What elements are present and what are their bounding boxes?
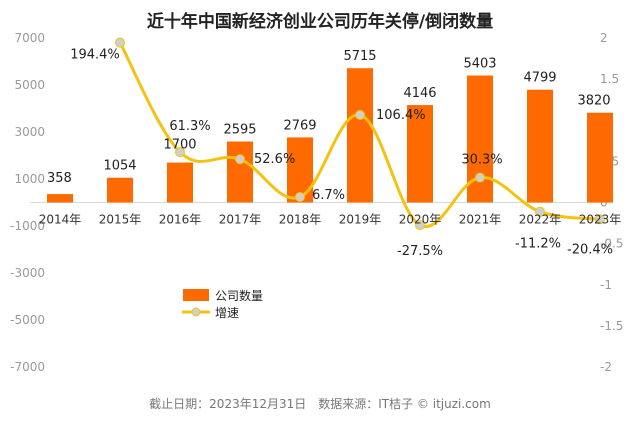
left-axis-tick-label: -5000 (10, 313, 45, 327)
bar (407, 105, 433, 203)
growth-value-label: 30.3% (461, 153, 502, 168)
bar-value-label: 1700 (163, 137, 196, 152)
x-axis-tick-label: 2017年 (219, 213, 262, 227)
bar-value-label: 358 (47, 171, 72, 186)
legend: 公司数量 增速 (182, 288, 263, 320)
bar-value-label: 4799 (523, 71, 556, 86)
growth-value-label: -11.2% (515, 237, 561, 252)
x-axis-tick-label: 2015年 (99, 213, 142, 227)
right-axis-tick-label: 1.5 (600, 72, 619, 86)
growth-value-label: 61.3% (169, 119, 210, 134)
growth-marker (415, 220, 425, 231)
footer-source: 截止日期：2023年12月31日 数据来源：IT桔子 © itjuzi.com (149, 396, 491, 411)
bar-value-label: 5403 (463, 57, 496, 72)
bar (587, 112, 613, 203)
legend-bar-swatch (183, 289, 209, 301)
bar (527, 89, 553, 203)
x-axis-tick-label: 2021年 (459, 213, 502, 227)
x-axis: 2014年 2015年 2016年 2017年 2018年 2019年 2020年 2021年… (39, 213, 622, 227)
left-axis-tick-label: -1000 (10, 219, 45, 233)
bar-value-label: 2769 (283, 118, 316, 133)
growth-marker (295, 191, 305, 202)
growth-marker (355, 109, 365, 120)
bar (167, 162, 193, 203)
data-labels: 358 1054 1700 2595 2769 5715 4146 5403 4799 3820 1… (47, 48, 613, 260)
bar (227, 141, 253, 203)
x-axis-tick-label: 2019年 (339, 213, 382, 227)
growth-value-label: 52.6% (254, 152, 295, 167)
bar (107, 177, 133, 203)
legend-line-marker (191, 307, 201, 317)
legend-bar-label: 公司数量 (215, 288, 263, 303)
x-axis-tick-label: 2020年 (399, 213, 442, 227)
growth-value-label: 106.4% (376, 108, 426, 123)
bar (347, 68, 373, 203)
right-axis-tick-label: -0.5 (600, 237, 623, 251)
growth-marker (475, 172, 485, 183)
left-axis-tick-label: -7000 (10, 360, 45, 374)
growth-marker (175, 147, 185, 158)
bar-value-label: 4146 (403, 86, 436, 101)
left-axis-tick-label: 3000 (14, 125, 45, 139)
left-axis-tick-label: 7000 (14, 31, 45, 45)
x-axis-tick-label: 2023年 (579, 213, 622, 227)
growth-marker (115, 37, 125, 48)
bar-value-label: 3820 (577, 94, 610, 109)
bar-value-label: 2595 (223, 123, 256, 138)
growth-marker (595, 214, 605, 225)
right-axis-tick-label: 2 (600, 31, 608, 45)
left-axis-tick-label: -3000 (10, 266, 45, 280)
bar-series (47, 68, 613, 203)
x-axis-tick-label: 2014年 (39, 213, 82, 227)
chart-title: 近十年中国新经济创业公司历年关停/倒闭数量 (147, 11, 493, 32)
growth-value-label: -20.4% (567, 242, 613, 257)
left-axis-tick-label: 5000 (14, 78, 45, 92)
right-axis-tick-label: -1 (600, 278, 612, 292)
bar (47, 194, 73, 203)
growth-marker (235, 154, 245, 165)
growth-value-label: 6.7% (312, 188, 345, 203)
right-axis-tick-label: -2 (600, 360, 612, 374)
left-y-axis: 7000 5000 3000 1000 -1000 -3000 -5000 -7000 (10, 31, 45, 374)
growth-value-label: -27.5% (397, 244, 443, 259)
bar-value-label: 5715 (343, 49, 376, 64)
x-axis-tick-label: 2022年 (519, 213, 562, 227)
left-axis-tick-label: 1000 (14, 172, 45, 186)
x-axis-tick-label: 2018年 (279, 213, 322, 227)
growth-marker (535, 206, 545, 217)
right-axis-tick-label: -1.5 (600, 319, 623, 333)
line-series (115, 37, 605, 231)
bar-value-label: 1054 (103, 159, 136, 174)
growth-value-label: 194.4% (70, 48, 120, 63)
x-axis-tick-label: 2016年 (159, 213, 202, 227)
legend-line-label: 增速 (215, 306, 239, 320)
